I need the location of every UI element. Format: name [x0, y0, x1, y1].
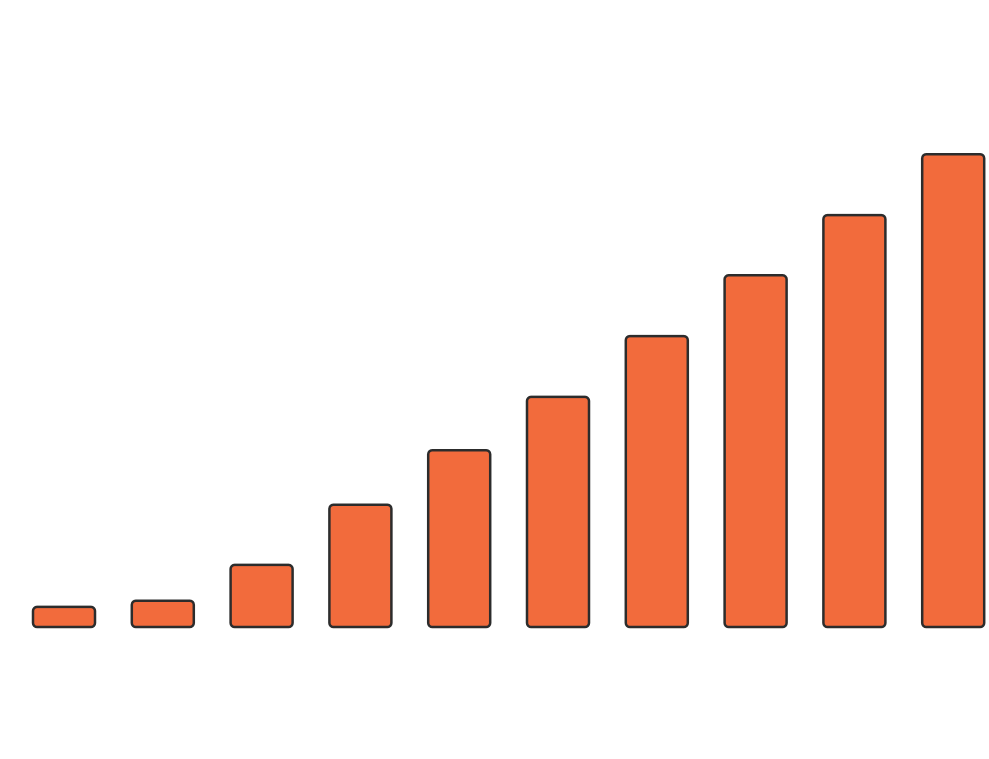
bar-5 — [426, 448, 492, 629]
bar-2 — [130, 599, 196, 629]
bar-8 — [723, 274, 788, 629]
bar-1 — [31, 605, 97, 629]
bar-7 — [624, 334, 690, 629]
bar-group — [31, 152, 986, 629]
bar-6 — [525, 395, 591, 629]
bar-9 — [822, 213, 887, 629]
bar-3 — [229, 563, 294, 629]
bar-4 — [328, 503, 393, 629]
bar-10 — [920, 152, 986, 629]
